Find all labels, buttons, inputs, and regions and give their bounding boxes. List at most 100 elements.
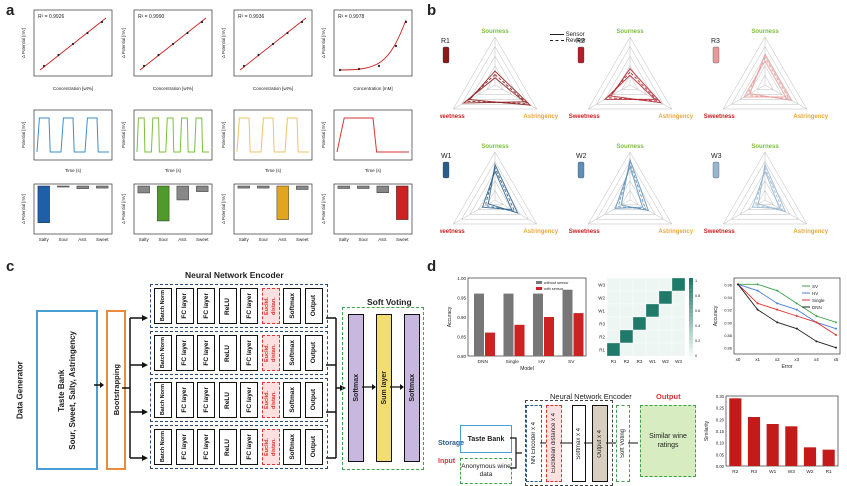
taste-bank-box: Taste Bank Sour, Sweet, Salty, Astringen… xyxy=(36,310,98,470)
heat-xtick: R2 xyxy=(624,359,630,364)
encoder-layer: Euclid. distan. xyxy=(261,335,280,371)
encoder-layer-label: FC layer xyxy=(245,293,253,319)
panel-c: Data Generator Taste Bank Sour, Sweet, S… xyxy=(0,270,425,485)
heat-cell xyxy=(645,316,660,331)
radar-grid-ring xyxy=(739,55,791,100)
heat-cell xyxy=(671,316,686,331)
heat-cell xyxy=(671,329,686,344)
line-point xyxy=(776,308,779,311)
heat-colorbar xyxy=(689,324,693,329)
sim-bar xyxy=(803,447,817,466)
cal-ylabel: Δ Potential [mV] xyxy=(221,28,226,58)
cal-ylabel: Δ Potential [mV] xyxy=(21,28,26,58)
heat-cell xyxy=(658,342,673,357)
legend-sensor: Sensor xyxy=(565,32,585,38)
heat-cell xyxy=(619,316,634,331)
ts-trace xyxy=(236,117,309,153)
encoder-layer-label: FC layer xyxy=(245,434,253,460)
encoder-layer-label: Output xyxy=(310,389,317,411)
sim-ytick: 0.30 xyxy=(716,394,725,399)
heat-ytick: R2 xyxy=(599,335,605,340)
line-point xyxy=(737,283,739,286)
cal-r2: R² = 0.9926 xyxy=(38,14,64,20)
line-xtick: x2 xyxy=(775,357,780,362)
encoder-layer-label: FC layer xyxy=(181,340,188,366)
encoder-row xyxy=(150,378,328,422)
cal-point xyxy=(142,64,146,68)
cal-point xyxy=(271,42,275,46)
ts-xlabel: Time (s) xyxy=(365,168,382,173)
sensor-bar xyxy=(357,185,370,189)
heat-cell xyxy=(645,277,660,292)
heat-colorbar-tick: 1 xyxy=(695,279,697,283)
line-point xyxy=(815,340,818,343)
radar-grid-ring xyxy=(756,74,774,91)
radar-axis-sweetness: Sweetness xyxy=(704,229,736,235)
bar-frame xyxy=(33,183,113,235)
heat-cell xyxy=(619,342,634,357)
wine-bottle-icon xyxy=(712,161,720,179)
cal-point xyxy=(338,68,342,72)
encoder-layer: FC layer xyxy=(240,429,258,465)
encoder-layer-label: Euclid. distan. xyxy=(263,343,277,363)
radar-wine-id: W3 xyxy=(711,153,722,160)
encoder-layer-label: ReLU xyxy=(224,297,231,315)
panel-label-b: b xyxy=(427,2,437,19)
error-line-chart: 0.86 0.88 0.90 0.92 0.94 0.96 Accuracy Error x0 x… xyxy=(713,277,841,370)
ts-frame xyxy=(33,109,113,161)
radar-wine-id: R3 xyxy=(711,38,720,45)
cal-point xyxy=(171,42,175,46)
sim-ytick: 0.00 xyxy=(716,464,725,469)
ts-trace xyxy=(36,117,109,153)
accuracy-bar-chart: 0.80 0.85 0.90 0.95 1.00 Accuracy Model DNN Sing… xyxy=(447,276,587,370)
line-ytick: 0.86 xyxy=(724,346,733,351)
sensor-bar xyxy=(76,185,89,189)
radar-trace xyxy=(743,60,787,98)
bar-frame xyxy=(333,183,413,235)
heat-ytick: W2 xyxy=(598,296,605,301)
heat-cell xyxy=(606,342,621,357)
encoder-row xyxy=(150,425,328,469)
acc-bar xyxy=(514,324,525,356)
bar-xtick: Astr. xyxy=(178,237,187,242)
encoder-layer-label: Batch Norm xyxy=(159,384,166,416)
heat-colorbar xyxy=(689,336,693,341)
heat-colorbar xyxy=(689,340,693,345)
acc-ytick: 1.00 xyxy=(457,276,466,281)
bar-xtick: Salty xyxy=(239,237,250,242)
encoder-row xyxy=(150,284,328,328)
radar-grid-ring xyxy=(587,151,673,225)
cal-point xyxy=(357,67,361,71)
radar-trace xyxy=(609,67,663,104)
encoder-layer-label: ReLU xyxy=(224,391,231,409)
acc-bar xyxy=(503,293,514,356)
cal-xlabel: Concentration [wt%] xyxy=(153,86,193,91)
voting-arrows xyxy=(362,384,404,390)
wine-bottle-icon xyxy=(712,46,720,64)
sim-bar xyxy=(785,426,798,466)
heat-cell xyxy=(671,277,686,292)
radar-spoke xyxy=(588,199,631,225)
acc-ytick: 0.80 xyxy=(457,354,466,359)
panel-label-a: a xyxy=(6,2,15,19)
radar-grid-ring xyxy=(604,170,656,215)
legend-review: Review xyxy=(565,38,586,44)
encoder-layer-label: FC layer xyxy=(202,340,210,366)
acc-xtick: HV xyxy=(538,359,545,365)
radar-axis-astringency: Astringency xyxy=(793,114,828,120)
radar-grid-ring xyxy=(486,74,504,91)
voting-softmax-1: Softmax xyxy=(348,314,364,462)
cal-point xyxy=(42,64,46,68)
bar-xtick: Sweet xyxy=(96,237,109,242)
radar-grid-ring xyxy=(596,46,664,105)
acc-ytick: 0.85 xyxy=(457,335,466,340)
radar-wine-id: W1 xyxy=(441,153,452,160)
heat-xtick: W3 xyxy=(675,359,682,364)
ts-xlabel: Time (s) xyxy=(265,168,282,173)
acc-legend-swatch xyxy=(536,287,542,290)
sim-xtick: R2 xyxy=(732,469,738,475)
sim-xtick: R1 xyxy=(826,469,832,475)
pipeline-arrows xyxy=(540,442,638,444)
bar-ylabel: Δ Potential [mV] xyxy=(321,194,326,224)
heat-colorbar xyxy=(689,301,693,306)
